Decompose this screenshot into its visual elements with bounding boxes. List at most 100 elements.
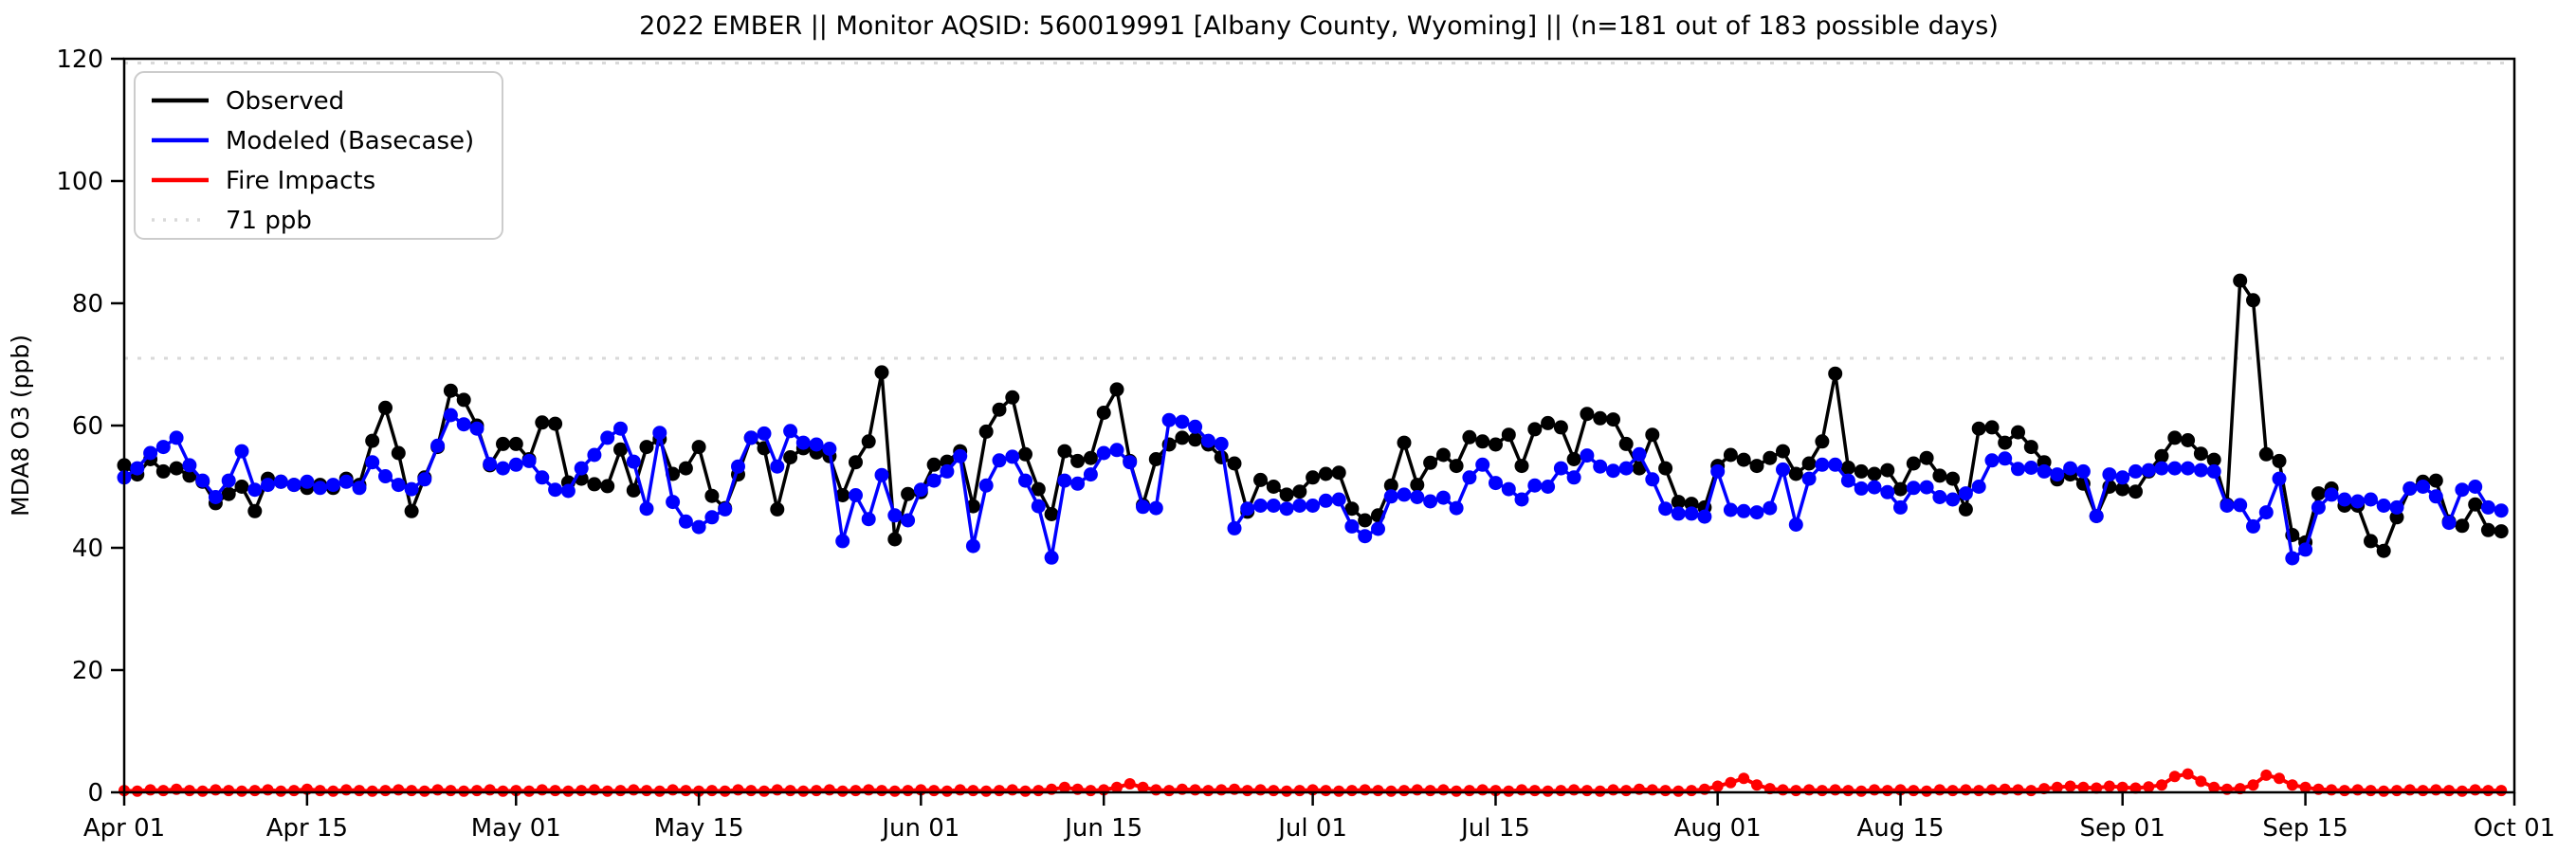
observed-series-marker [1331, 465, 1346, 481]
observed-series-marker [2258, 446, 2274, 462]
modeled-series-marker [1998, 451, 2013, 466]
fire-impacts-series-marker [1568, 784, 1580, 796]
modeled-series-marker [743, 430, 758, 445]
observed-series-marker [1566, 452, 1581, 466]
y-tick-label: 80 [72, 290, 103, 318]
fire-impacts-series-marker [1281, 785, 1293, 797]
modeled-series-marker [1371, 521, 1385, 536]
fire-impacts-series-marker [2443, 785, 2456, 797]
fire-impacts-series-marker [876, 785, 887, 797]
fire-impacts-series-marker [941, 785, 953, 797]
observed-series-marker [1541, 415, 1556, 430]
modeled-series-marker [378, 469, 393, 483]
modeled-series-marker [2141, 463, 2156, 478]
fire-impacts-series-marker [536, 784, 548, 796]
observed-series-marker [1580, 407, 1595, 422]
observed-series-marker [1763, 450, 1778, 465]
fire-impacts-series-marker [1503, 785, 1515, 797]
fire-impacts-series-marker [1202, 785, 1215, 797]
observed-series-marker [1801, 456, 1817, 471]
fire-impacts-series-marker [262, 784, 274, 796]
observed-series-marker [1906, 456, 1921, 471]
modeled-series-marker [1723, 502, 1738, 517]
fire-impacts-series-marker [2103, 780, 2115, 792]
modeled-series-marker [1306, 499, 1321, 513]
legend-label: Fire Impacts [226, 167, 375, 195]
modeled-series-marker [1018, 473, 1032, 488]
modeled-series-marker [169, 430, 184, 445]
modeled-series-marker [652, 426, 667, 441]
fire-impacts-series-marker [902, 785, 914, 797]
observed-series-marker [2193, 446, 2208, 462]
modeled-series-marker [1475, 457, 1490, 472]
modeled-series-marker [1749, 505, 1764, 520]
modeled-series-marker [783, 424, 798, 439]
x-tick-label: Sep 15 [2262, 814, 2348, 843]
fire-impacts-series-marker [1451, 785, 1463, 797]
modeled-series-marker [155, 440, 171, 455]
modeled-series-marker [1854, 481, 1869, 496]
fire-impacts-series-marker [2012, 784, 2024, 796]
modeled-series-marker [757, 426, 772, 441]
fire-impacts-series-marker [2051, 781, 2063, 793]
modeled-series-marker [2089, 509, 2104, 523]
fire-impacts-series-marker [980, 785, 993, 797]
modeled-series-marker [1606, 463, 1620, 479]
modeled-series-marker [417, 472, 432, 487]
x-tick-label: Aug 15 [1856, 814, 1944, 843]
modeled-series-marker [2298, 542, 2313, 557]
fire-impacts-series-marker [1019, 785, 1032, 797]
fire-impacts-series-marker [131, 785, 143, 797]
fire-impacts-series-marker [1960, 784, 1972, 796]
fire-impacts-series-marker [1372, 785, 1384, 797]
fire-impacts-series-marker [2129, 782, 2142, 794]
observed-series-marker [1306, 470, 1321, 485]
observed-series-marker [2455, 518, 2470, 534]
y-tick-label: 40 [72, 535, 103, 563]
fire-impacts-series-marker [2064, 780, 2076, 792]
modeled-series-marker [574, 461, 589, 476]
modeled-series-marker [2050, 467, 2065, 482]
observed-series-marker [1501, 427, 1516, 443]
fire-impacts-series-marker [1725, 776, 1737, 789]
fire-impacts-series-marker [1137, 781, 1149, 793]
fire-impacts-series-marker [1921, 785, 1933, 797]
modeled-series-marker [2075, 463, 2091, 479]
modeled-series-marker [496, 461, 510, 476]
modeled-series-marker [835, 534, 850, 549]
observed-series-marker [2272, 453, 2287, 468]
observed-series-marker [1815, 434, 1830, 449]
observed-series-marker [626, 482, 641, 498]
modeled-series-marker [1697, 509, 1712, 524]
observed-series-marker [1057, 444, 1072, 459]
modeled-series-marker [2376, 499, 2391, 513]
fire-impacts-series-marker [2286, 779, 2298, 791]
observed-series-marker [1658, 461, 1673, 476]
fire-impacts-series-marker [497, 785, 509, 797]
modeled-series-marker [2350, 494, 2366, 509]
observed-series-marker [901, 486, 916, 501]
fire-impacts-series-marker [2274, 772, 2285, 785]
observed-series-marker [1489, 437, 1503, 452]
modeled-series-marker [1240, 501, 1255, 517]
modeled-series-marker [691, 519, 706, 535]
observed-series-marker [1148, 452, 1163, 466]
observed-series-marker [1984, 420, 2000, 435]
modeled-series-marker [613, 421, 628, 436]
modeled-series-marker [1253, 499, 1268, 513]
observed-series-marker [1749, 459, 1764, 474]
observed-series-marker [1919, 450, 1934, 465]
modeled-series-marker [2154, 461, 2169, 476]
observed-series-marker [1292, 484, 1307, 499]
modeled-series-marker [430, 438, 446, 453]
modeled-series-marker [1449, 500, 1464, 516]
fire-impacts-series-marker [1398, 785, 1410, 797]
observed-series-marker [2023, 440, 2038, 455]
observed-series-marker [2154, 448, 2169, 463]
fire-impacts-series-marker [2116, 781, 2128, 793]
observed-series-marker [1684, 497, 1699, 512]
observed-series-marker [1723, 447, 1738, 463]
fire-impacts-series-marker [1777, 784, 1789, 796]
fire-impacts-series-marker [1111, 781, 1123, 793]
